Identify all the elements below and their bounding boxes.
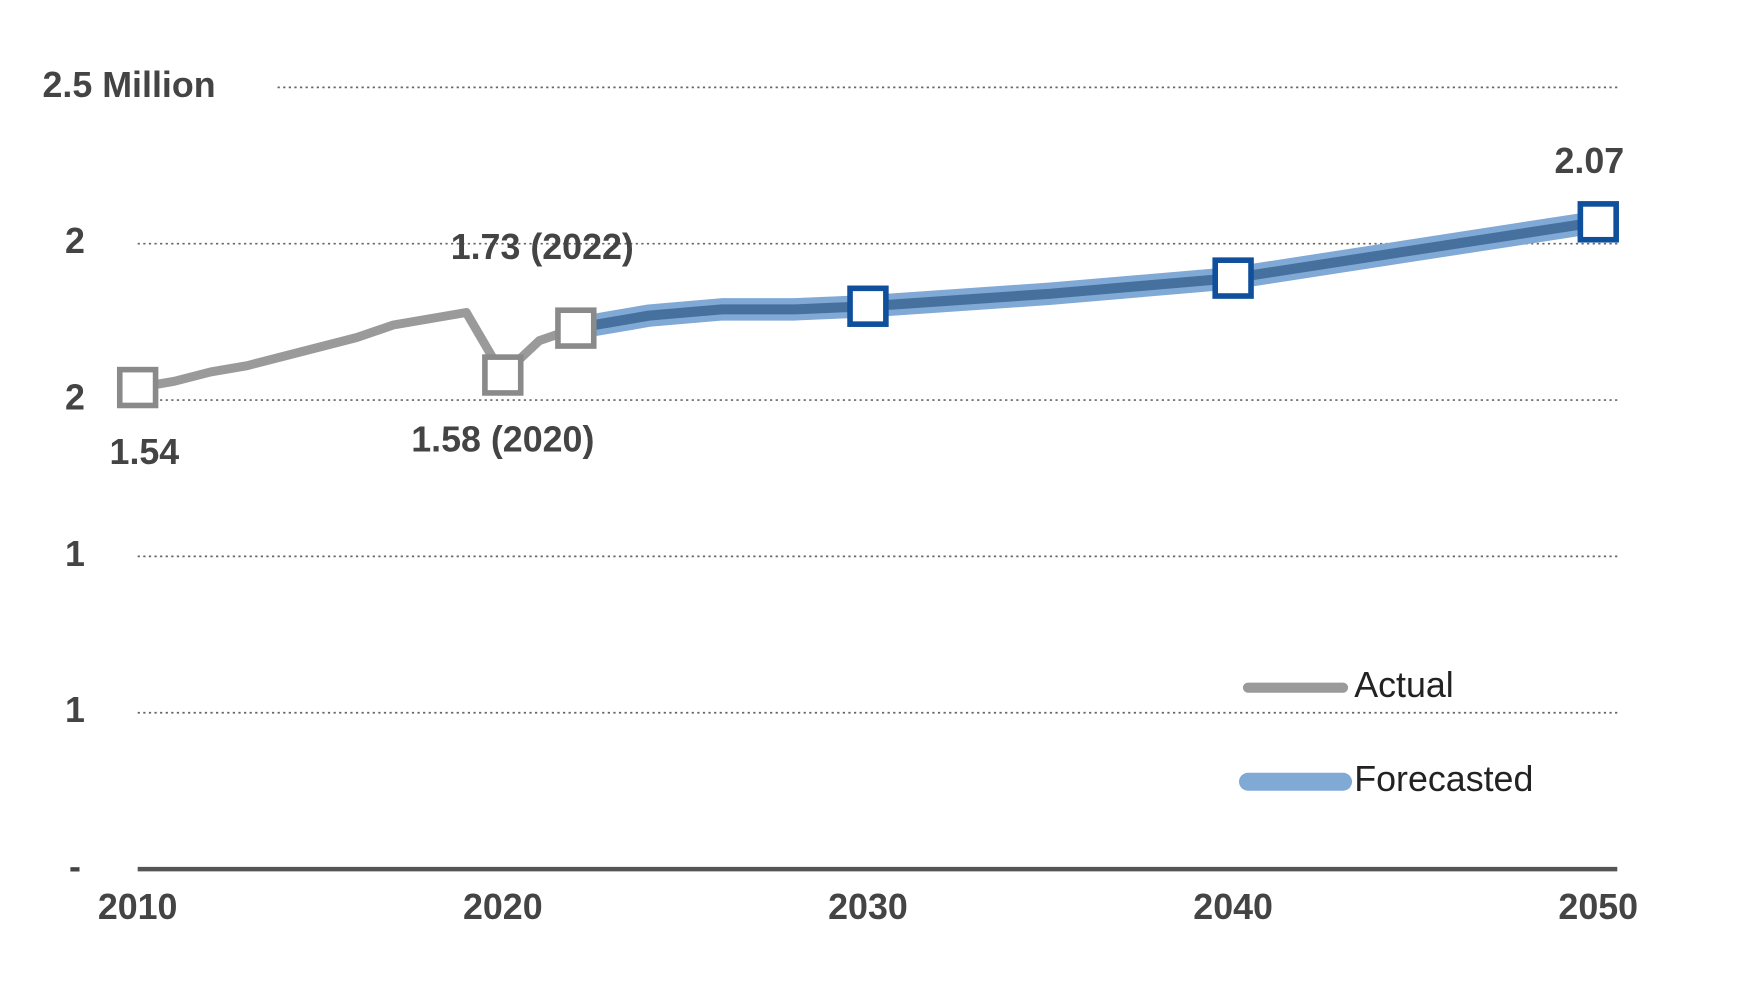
y-tick-label: 2 bbox=[65, 221, 85, 261]
x-tick-label: 2050 bbox=[1558, 887, 1638, 927]
data-label: 1.73 (2022) bbox=[451, 227, 634, 267]
legend: Actual Forecasted bbox=[1238, 665, 1533, 799]
y-tick-label: 1 bbox=[65, 534, 85, 574]
y-tick-label: 2 bbox=[65, 378, 85, 418]
y-tick-label: - bbox=[69, 847, 81, 887]
x-tick-label: 2040 bbox=[1193, 887, 1273, 927]
x-tick-label: 2020 bbox=[463, 887, 543, 927]
legend-label: Actual bbox=[1354, 665, 1454, 705]
data-label: 1.58 (2020) bbox=[411, 420, 594, 460]
data-label: 2.07 bbox=[1554, 141, 1624, 181]
marker bbox=[847, 285, 889, 327]
y-tick-label: 1 bbox=[65, 690, 85, 730]
marker bbox=[1577, 201, 1619, 243]
legend-label: Forecasted bbox=[1354, 759, 1533, 799]
y-tick-label: 2.5 Million bbox=[43, 65, 216, 105]
marker bbox=[1212, 257, 1254, 299]
data-label: 1.54 bbox=[110, 432, 180, 472]
marker bbox=[116, 366, 159, 409]
x-tick-label: 2010 bbox=[98, 887, 178, 927]
marker bbox=[555, 307, 597, 349]
x-tick-label: 2030 bbox=[828, 887, 908, 927]
marker bbox=[482, 354, 524, 396]
